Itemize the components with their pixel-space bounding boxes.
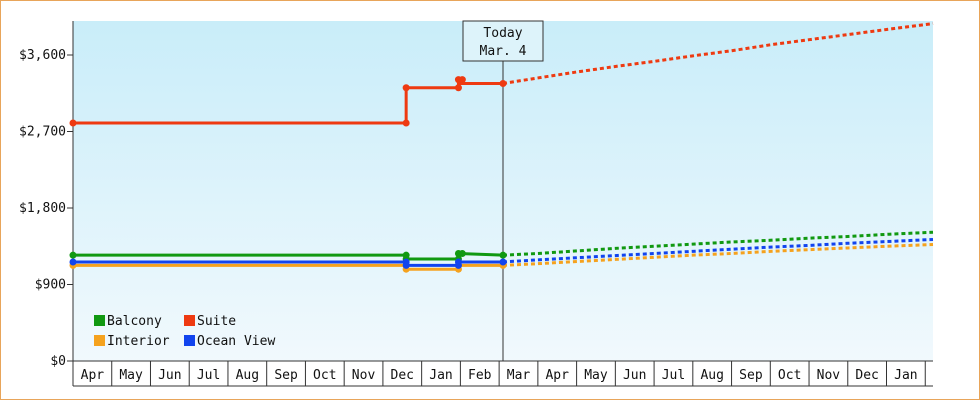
month-label: Dec	[855, 368, 878, 383]
suite-point	[69, 119, 77, 127]
month-label: Feb	[468, 368, 492, 383]
balcony-point	[69, 251, 77, 259]
suite-forecast-line	[502, 22, 934, 85]
month-label: Nov	[352, 368, 376, 383]
interior-forecast-line	[502, 243, 934, 267]
month-label: Jun	[623, 368, 646, 383]
month-label: May	[119, 368, 143, 383]
suite-point	[454, 84, 462, 92]
month-label: Apr	[545, 368, 569, 383]
y-tick-label: $3,600	[19, 48, 66, 63]
legend-swatch-interior	[94, 335, 105, 346]
ocean-view-forecast-line	[502, 237, 934, 264]
suite-point	[402, 84, 410, 92]
legend-label-suite: Suite	[197, 314, 236, 329]
legend-label-ocean-view: Ocean View	[197, 334, 275, 349]
balcony-history-line	[73, 251, 504, 261]
month-label: Aug	[700, 368, 723, 383]
ocean-view-point	[69, 258, 77, 266]
today-callout	[462, 20, 544, 62]
legend-swatch-ocean-view	[184, 335, 195, 346]
legend: Balcony Suite Interior Ocean View	[94, 314, 275, 349]
x-axis: Apr May Jun Jul Aug Sep Oct Nov Dec Jan Feb Mar Apr M…	[72, 360, 933, 387]
month-label: Jul	[197, 368, 220, 383]
month-label: Jan	[894, 368, 917, 383]
ocean-view-point	[499, 258, 507, 266]
month-label: Aug	[236, 368, 259, 383]
month-label: May	[584, 368, 608, 383]
month-label: Sep	[274, 368, 298, 383]
legend-label-balcony: Balcony	[107, 314, 162, 329]
ocean-view-point	[402, 261, 410, 269]
suite-history-line	[73, 81, 503, 125]
month-label: Sep	[739, 368, 763, 383]
month-label: Nov	[817, 368, 841, 383]
month-label: Dec	[391, 368, 414, 383]
today-marker: Today Mar. 4	[462, 20, 544, 361]
ocean-view-history-line	[73, 260, 503, 267]
y-tick-label: $1,800	[19, 201, 66, 216]
interior-history-line	[73, 263, 503, 271]
series-group	[69, 22, 934, 273]
suite-point	[499, 79, 507, 87]
month-label: Jan	[429, 368, 452, 383]
month-label: Apr	[81, 368, 105, 383]
month-label: Oct	[313, 368, 336, 383]
legend-label-interior: Interior	[107, 334, 170, 349]
y-tick-label: $2,700	[19, 125, 66, 140]
y-tick-label: $900	[35, 278, 66, 293]
month-label: Jun	[158, 368, 181, 383]
month-label: Oct	[778, 368, 801, 383]
month-label: Mar	[507, 368, 531, 383]
suite-point	[402, 119, 410, 127]
balcony-point	[499, 251, 507, 259]
today-label: Today	[483, 26, 522, 41]
legend-swatch-balcony	[94, 315, 105, 326]
today-date: Mar. 4	[480, 44, 527, 59]
ocean-view-point	[454, 258, 462, 266]
y-tick-label: $0	[50, 354, 66, 369]
y-axis: $0 $900 $1,800 $2,700 $3,600	[19, 21, 74, 369]
month-label: Jul	[662, 368, 685, 383]
legend-swatch-suite	[184, 315, 195, 326]
balcony-forecast-line	[502, 230, 934, 257]
suite-point	[458, 76, 466, 84]
balcony-point	[458, 249, 466, 257]
